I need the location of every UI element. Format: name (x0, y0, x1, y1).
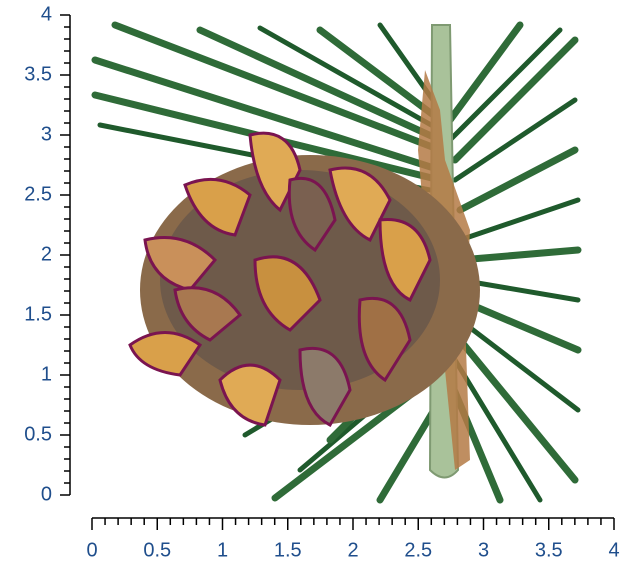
x-tick-label: 3 (478, 539, 489, 561)
pine-cone (128, 131, 480, 427)
y-tick-label: 1.5 (24, 303, 52, 325)
y-tick-label: 3 (41, 123, 52, 145)
y-tick-label: 3.5 (24, 63, 52, 85)
y-tick-label: 1 (41, 363, 52, 385)
y-tick-label: 2.5 (24, 183, 52, 205)
x-tick-label: 2 (347, 539, 358, 561)
embroidery-artwork (91, 21, 582, 504)
x-tick-label: 0 (86, 539, 97, 561)
y-tick-label: 0.5 (24, 423, 52, 445)
y-ruler: 0 0.5 1 1.5 2 2.5 3 3.5 4 (24, 3, 71, 505)
y-tick-label: 2 (41, 243, 52, 265)
x-tick-label: 1.5 (274, 539, 302, 561)
x-ruler: 0 0.5 1 1.5 2 2.5 3 3.5 4 (86, 517, 620, 561)
y-tick-label: 4 (41, 3, 52, 25)
y-tick-label: 0 (41, 483, 52, 505)
x-tick-label: 1 (217, 539, 228, 561)
x-tick-label: 3.5 (535, 539, 563, 561)
x-tick-label: 2.5 (404, 539, 432, 561)
x-tick-label: 4 (608, 539, 619, 561)
x-tick-label: 0.5 (143, 539, 171, 561)
